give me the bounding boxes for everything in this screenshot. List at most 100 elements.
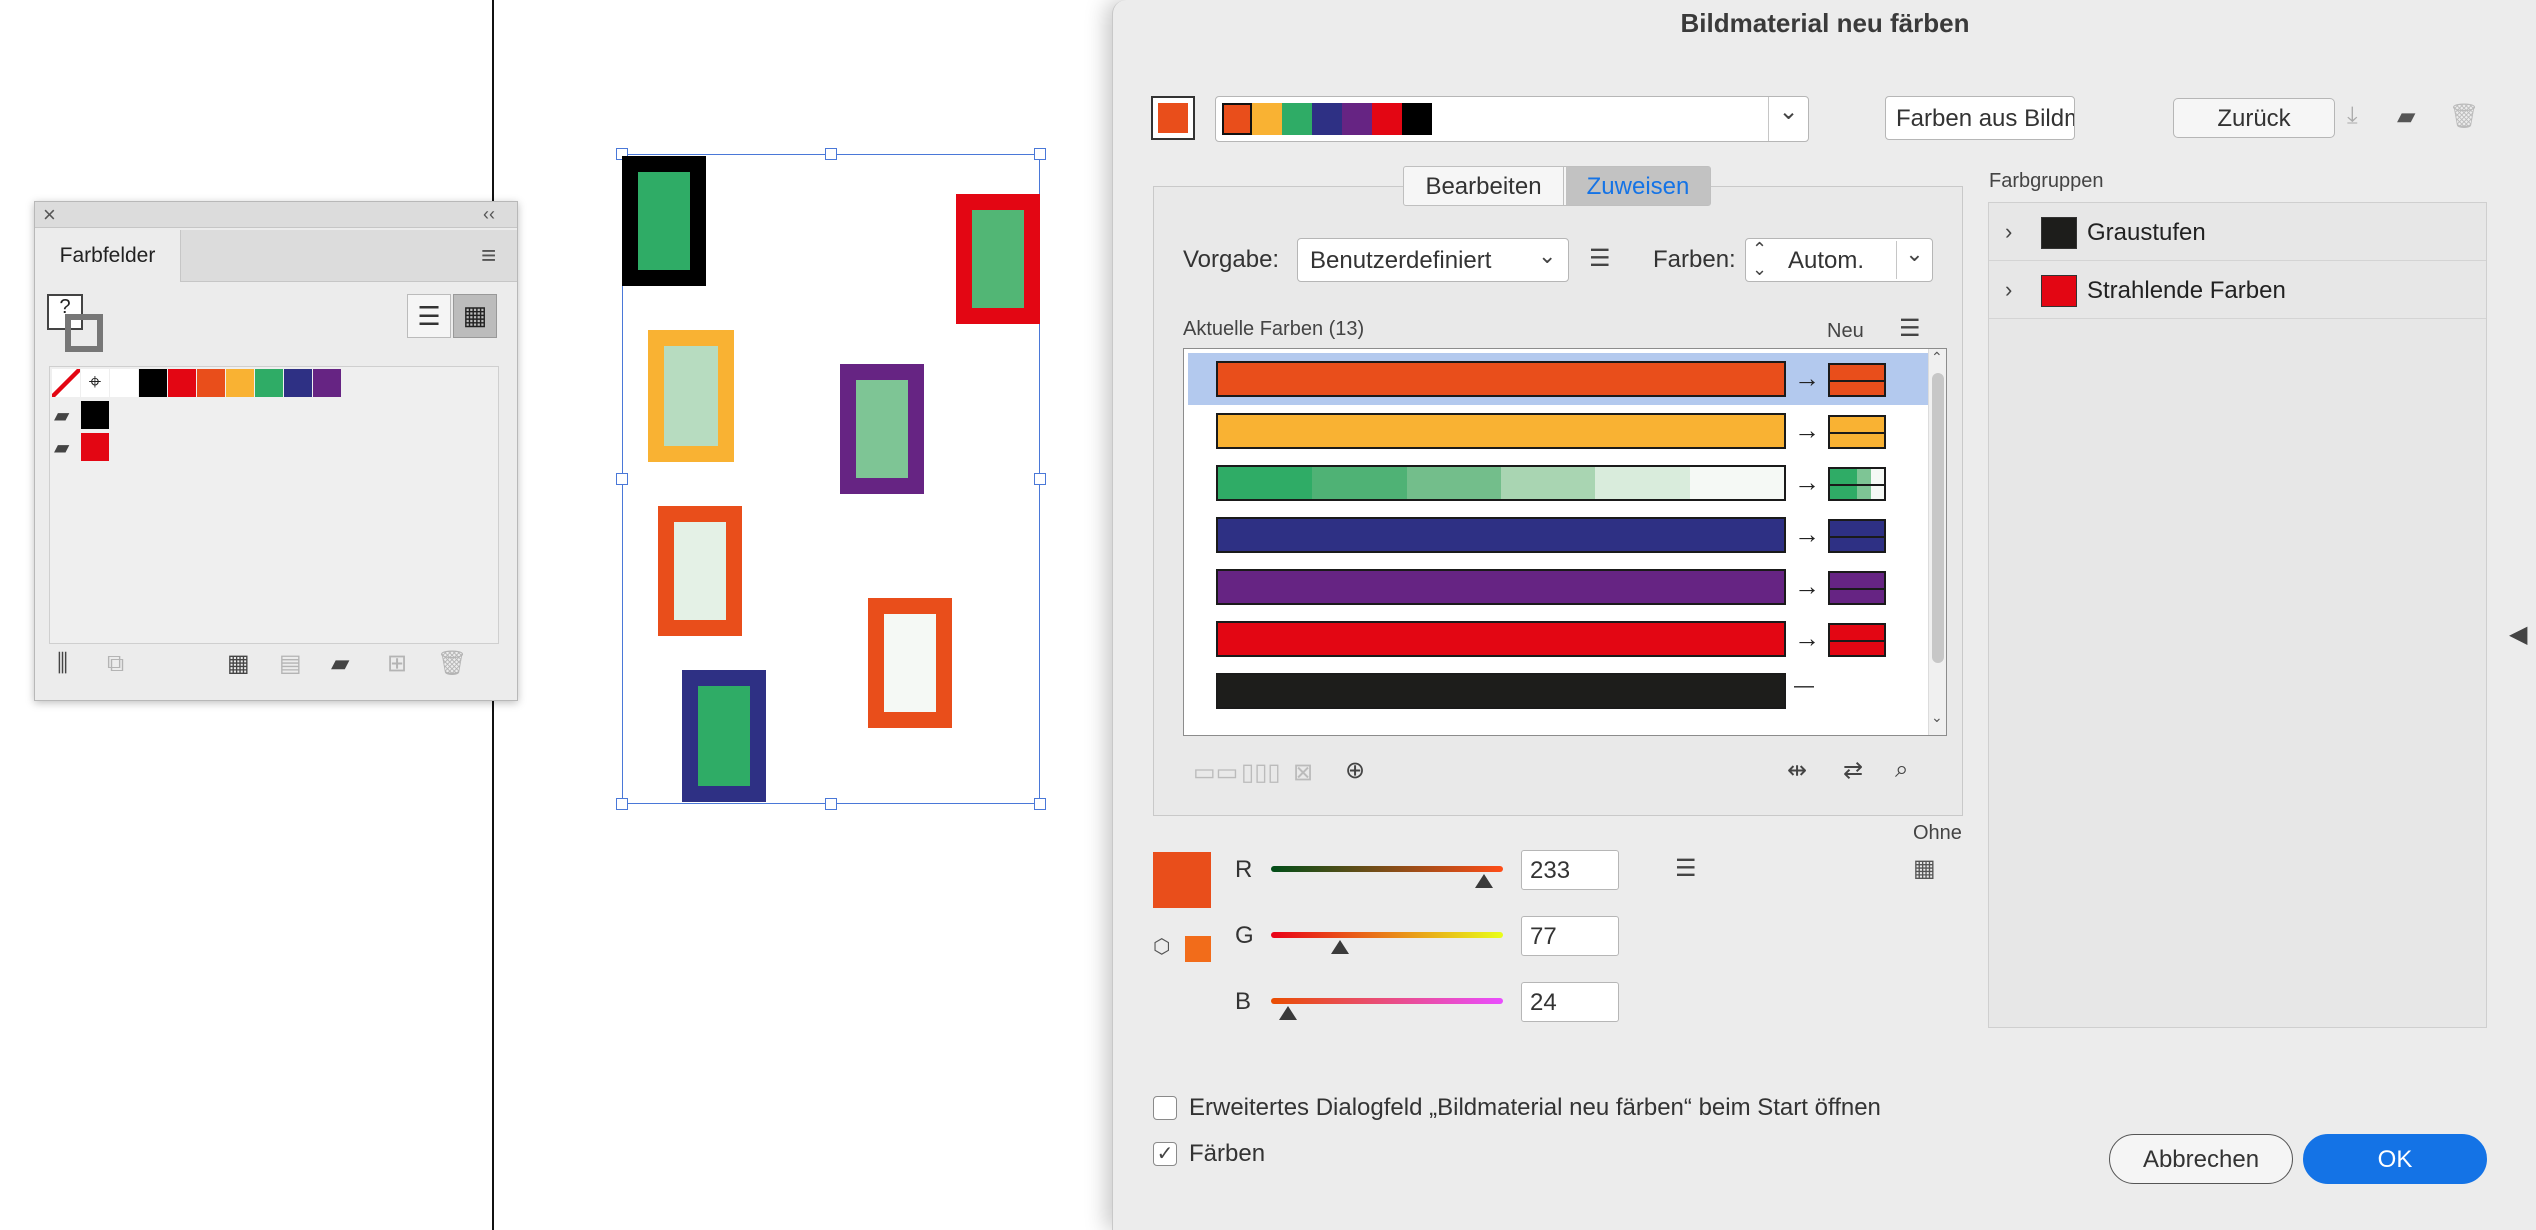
color-library-icon[interactable]: ▦ <box>1913 855 1936 882</box>
grid-view-button[interactable]: ▦ <box>453 294 497 338</box>
color-swatch[interactable] <box>168 369 196 397</box>
color-swatch[interactable] <box>255 369 283 397</box>
group-color-swatch[interactable] <box>81 433 109 461</box>
selection-handle[interactable] <box>825 148 837 160</box>
color-list-menu-icon[interactable]: ☰ <box>1899 315 1921 342</box>
swatch-options-icon[interactable]: ▤ <box>279 650 302 677</box>
new-color-chip[interactable] <box>1828 415 1886 449</box>
color-assignment-row[interactable]: → <box>1188 405 1930 457</box>
color-assignment-row[interactable]: → <box>1188 353 1930 405</box>
new-swatch-icon[interactable]: ⊞ <box>387 650 408 677</box>
place-swatch-icon[interactable]: ⧉ <box>107 650 125 677</box>
arrow-right-icon[interactable]: → <box>1794 519 1820 549</box>
cancel-button[interactable]: Abbrechen <box>2109 1134 2293 1184</box>
harmony-strip[interactable]: ⌄ <box>1215 96 1809 142</box>
new-color-chip[interactable] <box>1828 571 1886 605</box>
delete-icon[interactable]: 🗑 <box>437 650 468 677</box>
current-color-bar[interactable] <box>1216 621 1786 657</box>
color-group-row[interactable]: › Graustufen <box>1989 203 2486 261</box>
new-color-chip[interactable] <box>1828 467 1886 501</box>
color-reduction-options-icon[interactable]: ☰ <box>1589 245 1611 272</box>
web-safe-color-chip[interactable] <box>1185 936 1211 962</box>
show-kinds-icon[interactable]: ▦ <box>227 650 250 677</box>
new-color-chip[interactable] <box>1828 519 1886 553</box>
find-color-icon[interactable]: ⌕ <box>1895 756 1909 783</box>
color-swatch[interactable] <box>110 369 138 397</box>
scroll-thumb[interactable] <box>1932 373 1944 663</box>
chevron-right-icon[interactable]: › <box>2005 219 2013 244</box>
color-swatch[interactable] <box>313 369 341 397</box>
g-value-input[interactable]: 77 <box>1521 916 1619 956</box>
collapse-icon[interactable]: ‹‹ <box>483 204 495 224</box>
new-row-icon[interactable]: ⊕ <box>1345 757 1366 784</box>
harmony-color-chip[interactable] <box>1282 103 1312 135</box>
current-color-bar[interactable] <box>1216 517 1786 553</box>
selection-handle[interactable] <box>616 473 628 485</box>
selection-handle[interactable] <box>825 798 837 810</box>
separate-colors-icon[interactable]: ▯▯▯ <box>1241 759 1281 786</box>
current-color-swatch[interactable] <box>1151 96 1195 140</box>
artwork-rectangle[interactable] <box>648 330 734 462</box>
artwork-rectangle[interactable] <box>868 598 952 728</box>
harmony-color-chip[interactable] <box>1372 103 1402 135</box>
color-assignment-row[interactable]: → <box>1188 509 1930 561</box>
selection-handle[interactable] <box>616 798 628 810</box>
b-value-input[interactable]: 24 <box>1521 982 1619 1022</box>
scroll-down-icon[interactable]: ⌄ <box>1931 709 1943 725</box>
harmony-dropdown-button[interactable]: ⌄ <box>1768 97 1808 141</box>
arrow-right-icon[interactable]: → <box>1794 363 1820 393</box>
panel-titlebar[interactable]: × ‹‹ <box>35 202 517 228</box>
chevron-down-icon[interactable]: ⌄ <box>1896 241 1932 279</box>
colors-from-art-field[interactable]: Farben aus Bildmateria <box>1885 96 2075 140</box>
selection-handle[interactable] <box>1034 798 1046 810</box>
advanced-dialog-checkbox[interactable] <box>1153 1096 1177 1120</box>
none-swatch[interactable] <box>52 369 80 397</box>
current-color-bar[interactable] <box>1216 569 1786 605</box>
new-group-icon[interactable]: ▰ <box>331 650 350 677</box>
artwork-rectangle[interactable] <box>658 506 742 636</box>
recolor-art-checkbox[interactable]: ✓ <box>1153 1142 1177 1166</box>
artwork-group[interactable] <box>616 148 1046 810</box>
panel-menu-icon[interactable]: ≡ <box>481 240 497 270</box>
tab-edit[interactable]: Bearbeiten <box>1404 167 1564 205</box>
harmony-color-chip[interactable] <box>1312 103 1342 135</box>
harmony-color-chip[interactable] <box>1402 103 1432 135</box>
color-mode-menu-icon[interactable]: ☰ <box>1675 855 1697 882</box>
artwork-rectangle[interactable] <box>956 194 1040 324</box>
arrow-right-icon[interactable]: → <box>1794 467 1820 497</box>
exclude-colors-icon[interactable]: ⊠ <box>1293 759 1314 786</box>
back-button[interactable]: Zurück <box>2173 98 2335 138</box>
selected-color-preview[interactable] <box>1153 852 1211 908</box>
save-group-icon[interactable]: ⤓ <box>2347 102 2358 129</box>
r-slider-thumb[interactable] <box>1475 874 1493 888</box>
current-color-bar[interactable] <box>1216 413 1786 449</box>
list-scrollbar[interactable]: ⌃ ⌄ <box>1928 349 1946 735</box>
b-slider[interactable] <box>1271 998 1503 1004</box>
color-assignment-row[interactable]: — <box>1188 665 1930 717</box>
harmony-color-chip[interactable] <box>1222 103 1252 135</box>
new-color-chip[interactable] <box>1828 363 1886 397</box>
artwork-rectangle[interactable] <box>840 364 924 494</box>
r-slider[interactable] <box>1271 866 1503 872</box>
artwork-rectangle[interactable] <box>682 670 766 802</box>
g-slider[interactable] <box>1271 932 1503 938</box>
harmony-color-chip[interactable] <box>1252 103 1282 135</box>
close-icon[interactable]: × <box>43 202 56 227</box>
preset-select[interactable]: Benutzerdefiniert ⌄ <box>1297 238 1569 282</box>
stepper-icon[interactable]: ⌃ ⌄ <box>1752 239 1768 279</box>
merge-colors-icon[interactable]: ▭▭ <box>1193 759 1239 786</box>
r-value-input[interactable]: 233 <box>1521 850 1619 890</box>
colors-count-stepper[interactable]: ⌃ ⌄ Autom. ⌄ <box>1745 238 1933 282</box>
color-swatch[interactable] <box>139 369 167 397</box>
library-icon[interactable]: ⫼ <box>57 650 69 677</box>
current-color-bar[interactable] <box>1216 361 1786 397</box>
group-color-swatch[interactable] <box>81 401 109 429</box>
expand-panel-icon[interactable]: ◀ <box>2509 621 2528 648</box>
selection-handle[interactable] <box>1034 148 1046 160</box>
harmony-color-chip[interactable] <box>1342 103 1372 135</box>
delete-icon[interactable]: 🗑 <box>2449 103 2480 130</box>
new-folder-icon[interactable]: ▰ <box>2397 103 2416 130</box>
registration-swatch[interactable]: ⌖ <box>81 369 109 397</box>
out-of-gamut-icon[interactable]: ⬡ <box>1153 936 1171 958</box>
arrow-right-icon[interactable]: → <box>1794 415 1820 445</box>
